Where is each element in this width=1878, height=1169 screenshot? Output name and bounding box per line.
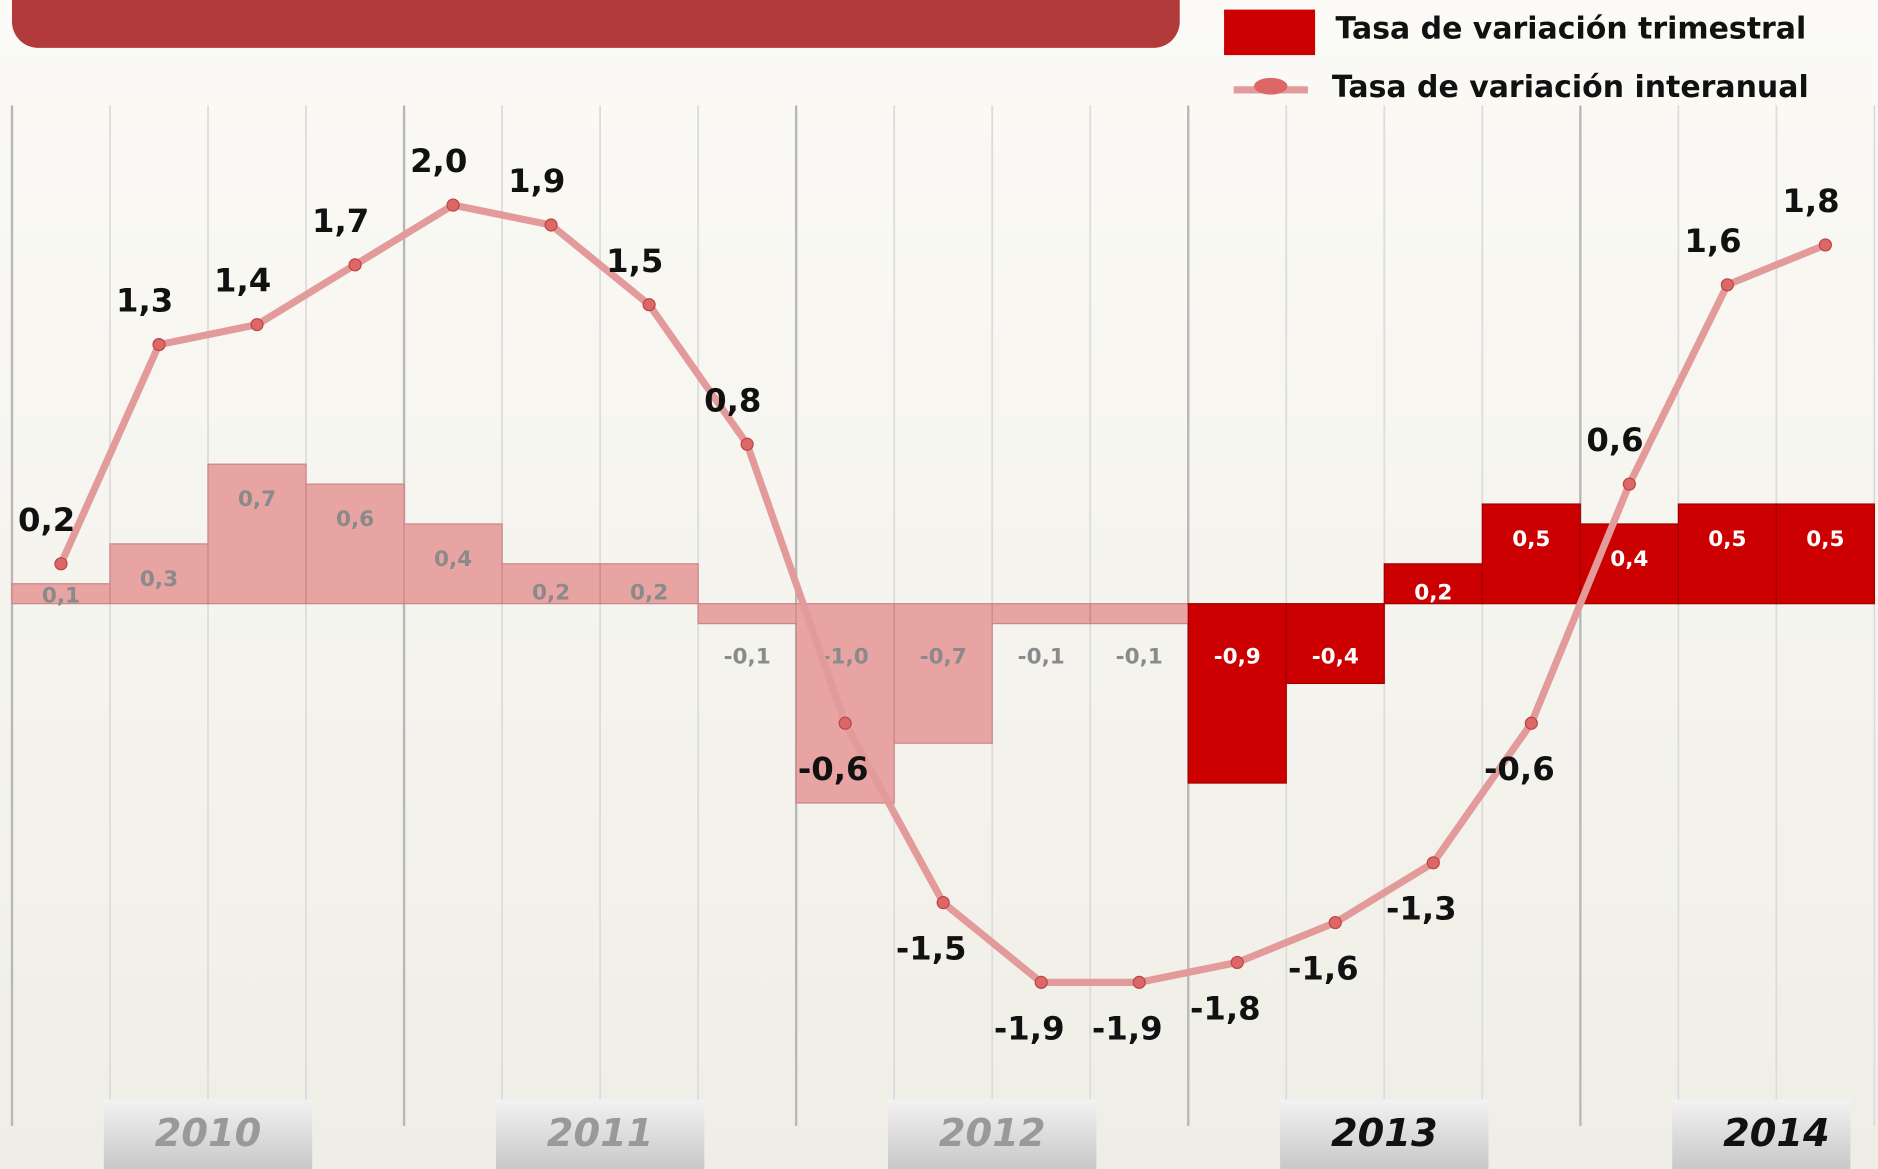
year-label: 2013 [1331, 1111, 1438, 1156]
line-value-label: 1,6 [1684, 222, 1741, 260]
bar [698, 604, 796, 624]
bar-value-label: -0,1 [1116, 645, 1163, 670]
line-value-label: -1,9 [994, 1009, 1065, 1047]
line-marker [1427, 857, 1439, 869]
line-marker [839, 717, 851, 729]
legend-bar-swatch [1224, 10, 1315, 56]
line-marker [1819, 239, 1831, 251]
line-value-label: 0,8 [704, 381, 761, 419]
bar-value-label: 0,2 [532, 580, 570, 605]
bar-value-label: -0,7 [920, 645, 967, 670]
line-marker [741, 438, 753, 450]
line-marker [447, 199, 459, 211]
line-marker [1133, 976, 1145, 988]
bar-value-label: 0,6 [336, 507, 374, 532]
bar-value-label: 0,5 [1806, 527, 1844, 552]
bar-value-label: -0,4 [1312, 645, 1359, 670]
bar-value-label: -0,1 [724, 645, 771, 670]
legend-line-marker [1254, 78, 1288, 95]
bar [1678, 504, 1776, 604]
legend-label: Tasa de variación interanual [1332, 70, 1809, 105]
line-value-label: -0,6 [798, 750, 869, 788]
year-label: 2014 [1723, 1111, 1830, 1156]
bar-value-label: -0,9 [1214, 645, 1261, 670]
bar [208, 464, 306, 604]
line-marker [1623, 478, 1635, 490]
chart: Tasa de variación trimestral Tasa de var… [0, 0, 1878, 1169]
line-marker [937, 897, 949, 909]
line-marker [55, 558, 67, 570]
line-value-label: -1,3 [1386, 890, 1457, 928]
bar [1188, 604, 1286, 783]
bar-value-label: 0,4 [1610, 547, 1648, 572]
bar-value-label: -0,1 [1018, 645, 1065, 670]
line-value-label: 0,2 [18, 501, 75, 539]
bar-value-label: 0,5 [1708, 527, 1746, 552]
line-value-label: 1,4 [214, 262, 271, 300]
bar-value-label: 0,3 [140, 567, 178, 592]
line-marker [251, 319, 263, 331]
legend-label: Tasa de variación trimestral [1335, 11, 1806, 46]
line-marker [1035, 976, 1047, 988]
line-value-label: -1,6 [1288, 949, 1359, 987]
line-value-label: 1,7 [312, 202, 369, 240]
bar-value-label: 0,2 [630, 580, 668, 605]
year-label: 2011 [547, 1111, 654, 1156]
line-value-label: 1,3 [116, 282, 173, 320]
line-marker [1721, 279, 1733, 291]
line-marker [1329, 917, 1341, 929]
line-value-label: 0,6 [1586, 421, 1643, 459]
bar [306, 484, 404, 604]
page: Tasa de variación trimestral Tasa de var… [0, 0, 1878, 1169]
bar [1286, 604, 1384, 684]
bar [1776, 504, 1874, 604]
line-marker [643, 299, 655, 311]
line-marker [545, 219, 557, 231]
line-value-label: 1,9 [508, 162, 565, 200]
bar-value-label: 0,7 [238, 487, 276, 512]
line-marker [153, 339, 165, 351]
bar [992, 604, 1090, 624]
line-value-label: 1,8 [1782, 182, 1839, 220]
year-label: 2010 [155, 1111, 262, 1156]
line-value-label: -1,9 [1092, 1009, 1163, 1047]
line-marker [1525, 717, 1537, 729]
line-value-label: 2,0 [410, 142, 467, 180]
bar-value-label: 0,5 [1512, 527, 1550, 552]
line-value-label: -1,5 [896, 930, 967, 968]
bar-value-label: 0,2 [1414, 580, 1452, 605]
bar-value-label: 0,1 [42, 583, 80, 608]
bar [1482, 504, 1580, 604]
line-value-label: 1,5 [606, 242, 663, 280]
line-value-label: -0,6 [1484, 750, 1555, 788]
year-label: 2012 [939, 1111, 1046, 1156]
line-marker [349, 259, 361, 271]
line-marker [1231, 956, 1243, 968]
line-value-label: -1,8 [1190, 989, 1261, 1027]
bar [894, 604, 992, 744]
bar-value-label: 0,4 [434, 547, 472, 572]
title-banner [12, 0, 1180, 48]
bar [1090, 604, 1188, 624]
